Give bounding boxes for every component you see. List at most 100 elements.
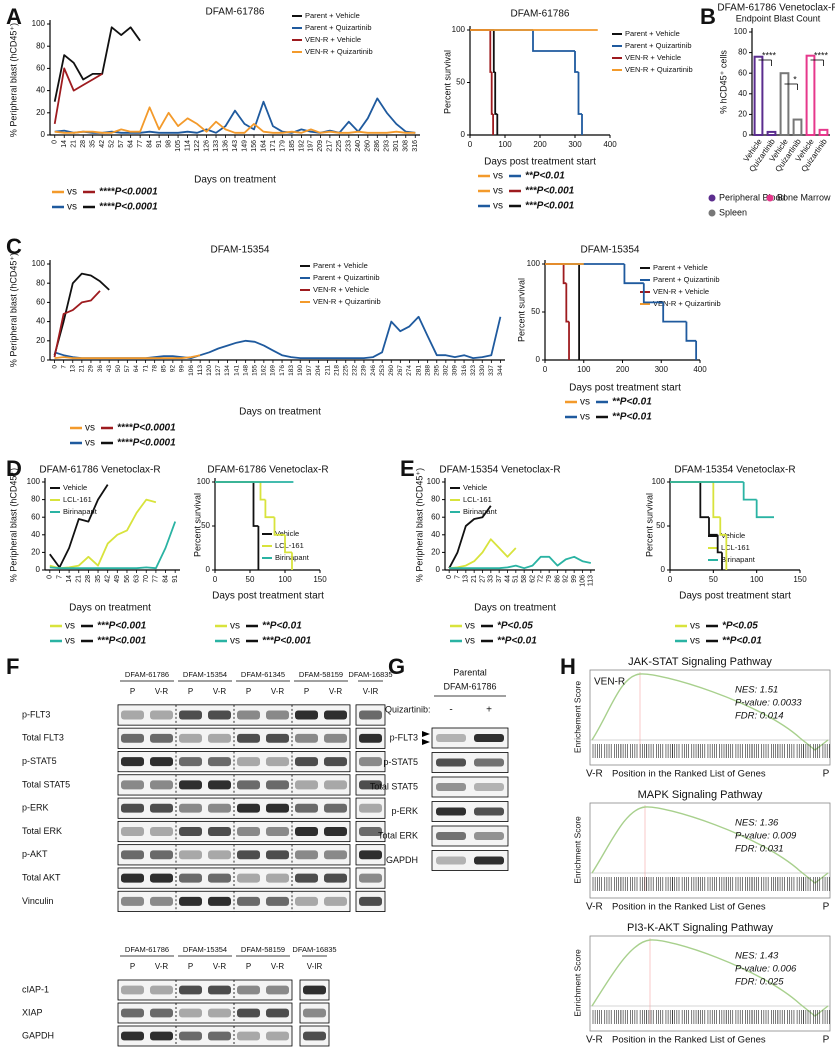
blot-band (266, 850, 289, 860)
x-right-label: P (823, 769, 830, 780)
row-label: Total AKT (22, 872, 61, 882)
x-tick-label: 309 (452, 365, 459, 376)
survival-step (699, 482, 709, 519)
model-label: DFAM-15354 (183, 670, 227, 679)
stat-vs: vs (85, 423, 95, 434)
survival-step (623, 264, 644, 285)
x-tick-label: 13 (69, 365, 76, 373)
blot-band (295, 896, 318, 906)
stat-vs: vs (580, 412, 590, 423)
x-axis-label: Days post treatment start (569, 383, 681, 394)
model-label: DFAM-16835 (348, 670, 392, 679)
chart-title: DFAM-15354 Venetoclax-R (674, 465, 795, 476)
model-label: DFAM-61786 (125, 945, 169, 954)
x-tick-label: 37 (496, 575, 503, 583)
model-label: DFAM-15354 (183, 945, 227, 954)
series-line (54, 315, 502, 359)
lane-label: V-R (329, 687, 343, 696)
stat-p: **P<0.01 (497, 636, 537, 647)
blot-band (121, 757, 144, 767)
blot-band (295, 710, 318, 720)
x-right-label: P (823, 902, 830, 913)
x-tick-label: 122 (194, 140, 201, 152)
blot-band (324, 803, 347, 813)
x-tick-label: 43 (106, 365, 113, 373)
bar (766, 130, 777, 137)
y-axis-label: % Peripheral blast (hCD45⁺) (414, 468, 424, 582)
blot-band (266, 710, 289, 720)
series-line (53, 67, 103, 125)
x-tick-label: 0 (213, 575, 218, 584)
blot-band (121, 850, 144, 860)
gsea-title: JAK-STAT Signaling Pathway (628, 656, 772, 668)
x-tick-label: 225 (336, 140, 343, 152)
x-tick-label: 302 (443, 365, 450, 376)
blot-band (237, 827, 260, 836)
x-tick-label: 400 (603, 140, 617, 149)
panel-letter: H (560, 654, 576, 679)
survival-step (494, 72, 498, 115)
x-tick-label: 70 (143, 575, 150, 583)
series-line (448, 505, 492, 569)
x-tick-label: 33 (488, 575, 495, 583)
stat-vs: vs (230, 636, 240, 647)
x-tick-label: 50 (709, 575, 718, 584)
survival-step (719, 517, 727, 536)
legend-label: VEN-R + Vehicle (313, 285, 369, 294)
x-tick-label: 79 (546, 575, 553, 583)
blot-band (208, 780, 231, 790)
blot-band (237, 803, 260, 813)
blot-band (150, 827, 173, 836)
blot-band (266, 873, 289, 883)
x-tick-label: 28 (85, 575, 92, 583)
x-tick-label: 179 (279, 140, 286, 152)
x-tick-label: 225 (342, 365, 349, 376)
x-tick-label: 29 (88, 365, 95, 373)
blot-band (121, 733, 144, 743)
blot-band (179, 733, 202, 743)
blot-band (121, 803, 144, 813)
x-tick-label: 218 (333, 365, 340, 376)
legend-label: Parent + Quizartinib (305, 23, 372, 32)
x-tick-label: 162 (261, 365, 268, 376)
lane-label: + (486, 705, 492, 716)
survival-step (489, 30, 492, 73)
legend-label: Vehicle (463, 483, 487, 492)
y-tick-label: 100 (27, 477, 41, 486)
y-tick-label: 100 (32, 19, 46, 28)
model-label: DFAM-58159 (299, 670, 343, 679)
chart-title: DFAM-61786 (511, 9, 570, 20)
blot-band (295, 757, 318, 767)
y-tick-label: 50 (456, 78, 465, 87)
x-left-label: V-R (586, 902, 603, 913)
x-tick-label: 113 (197, 365, 204, 376)
panel-letter: F (6, 654, 19, 679)
legend-swatch (766, 194, 774, 202)
blot-band (324, 850, 347, 860)
blot-band (436, 734, 466, 742)
survival-step (708, 517, 718, 536)
enrichment-curve (591, 673, 829, 751)
blot-band (208, 873, 231, 883)
legend-label: VEN-R + Quizartinib (313, 297, 381, 306)
blot-band (359, 803, 382, 813)
blot-band (324, 757, 347, 767)
treatment-label: Quizartinib: (385, 704, 431, 714)
x-tick-label: 92 (563, 575, 570, 583)
x-tick-label: 28 (80, 140, 87, 148)
y-tick-label: 20 (36, 336, 45, 345)
gsea-stat: FDR: 0.014 (735, 711, 784, 722)
y-tick-label: 0 (36, 565, 41, 574)
blot-band (179, 1031, 202, 1041)
legend-label: VEN-R + Quizartinib (653, 299, 721, 308)
x-tick-label: 85 (160, 365, 167, 373)
legend-label: LCL-161 (721, 543, 750, 552)
stat-p: ****P<0.0001 (117, 423, 176, 434)
enrichment-curve (591, 806, 829, 884)
x-tick-label: 21 (79, 365, 86, 373)
x-axis-label: Days on treatment (239, 407, 321, 418)
blot-frame (431, 752, 509, 773)
y-tick-label: 80 (738, 48, 747, 57)
x-tick-label: 148 (242, 365, 249, 376)
x-tick-label: 274 (406, 365, 413, 376)
